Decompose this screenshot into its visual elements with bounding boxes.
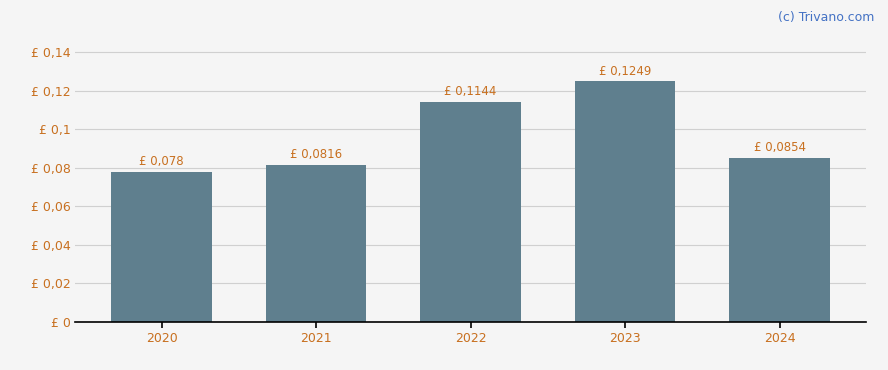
Bar (575, 81, 676, 322)
Text: £ 0,0854: £ 0,0854 (754, 141, 805, 154)
Text: £ 0,1144: £ 0,1144 (445, 85, 496, 98)
Bar (111, 172, 212, 322)
Text: (c) Trivano.com: (c) Trivano.com (778, 11, 875, 24)
Bar (729, 158, 830, 322)
Bar (420, 102, 521, 322)
Bar (266, 165, 367, 322)
Text: £ 0,0816: £ 0,0816 (290, 148, 342, 161)
Text: £ 0,1249: £ 0,1249 (599, 65, 651, 78)
Text: £ 0,078: £ 0,078 (139, 155, 184, 168)
